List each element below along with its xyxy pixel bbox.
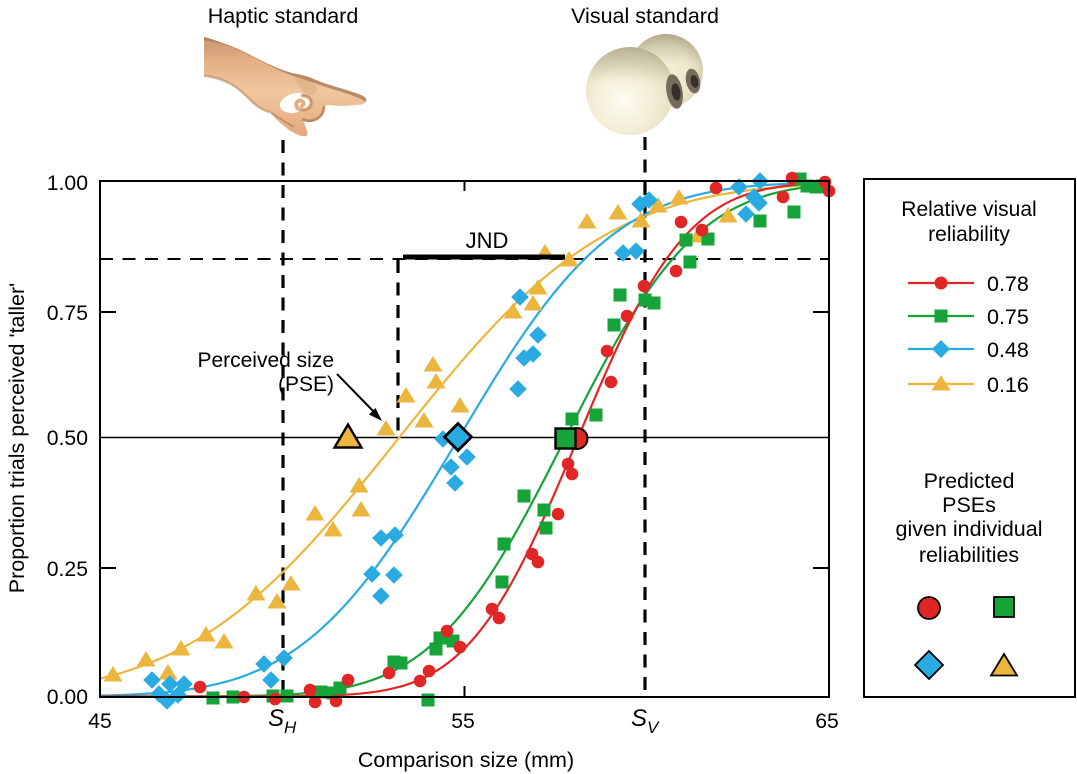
svg-text:Haptic standard: Haptic standard	[208, 4, 359, 28]
svg-text:Predicted: Predicted	[924, 469, 1015, 493]
svg-text:Perceived size: Perceived size	[197, 349, 334, 372]
svg-text:45: 45	[88, 710, 112, 733]
svg-text:Comparison size (mm): Comparison size (mm)	[358, 748, 574, 772]
svg-text:0.50: 0.50	[47, 427, 88, 450]
svg-text:0.75: 0.75	[47, 302, 88, 325]
svg-text:0.75: 0.75	[987, 305, 1029, 329]
svg-text:55: 55	[451, 710, 475, 733]
svg-text:reliability: reliability	[928, 223, 1010, 246]
svg-text:Relative visual: Relative visual	[901, 198, 1036, 221]
svg-text:0.25: 0.25	[47, 558, 88, 581]
svg-text:0.16: 0.16	[987, 373, 1029, 397]
svg-text:0.78: 0.78	[987, 272, 1029, 296]
svg-text:given individual: given individual	[895, 517, 1042, 541]
svg-text:reliabilities: reliabilities	[919, 543, 1019, 567]
svg-text:Visual standard: Visual standard	[571, 4, 719, 28]
svg-text:0.00: 0.00	[47, 686, 88, 709]
svg-text:(PSE): (PSE)	[278, 373, 334, 396]
svg-text:65: 65	[815, 710, 839, 733]
svg-text:PSEs: PSEs	[942, 493, 996, 517]
svg-text:JND: JND	[466, 228, 509, 253]
svg-text:0.48: 0.48	[987, 338, 1029, 362]
svg-text:1.00: 1.00	[47, 172, 88, 195]
svg-text:Proportion trials perceived 't: Proportion trials perceived 'taller'	[5, 283, 29, 594]
